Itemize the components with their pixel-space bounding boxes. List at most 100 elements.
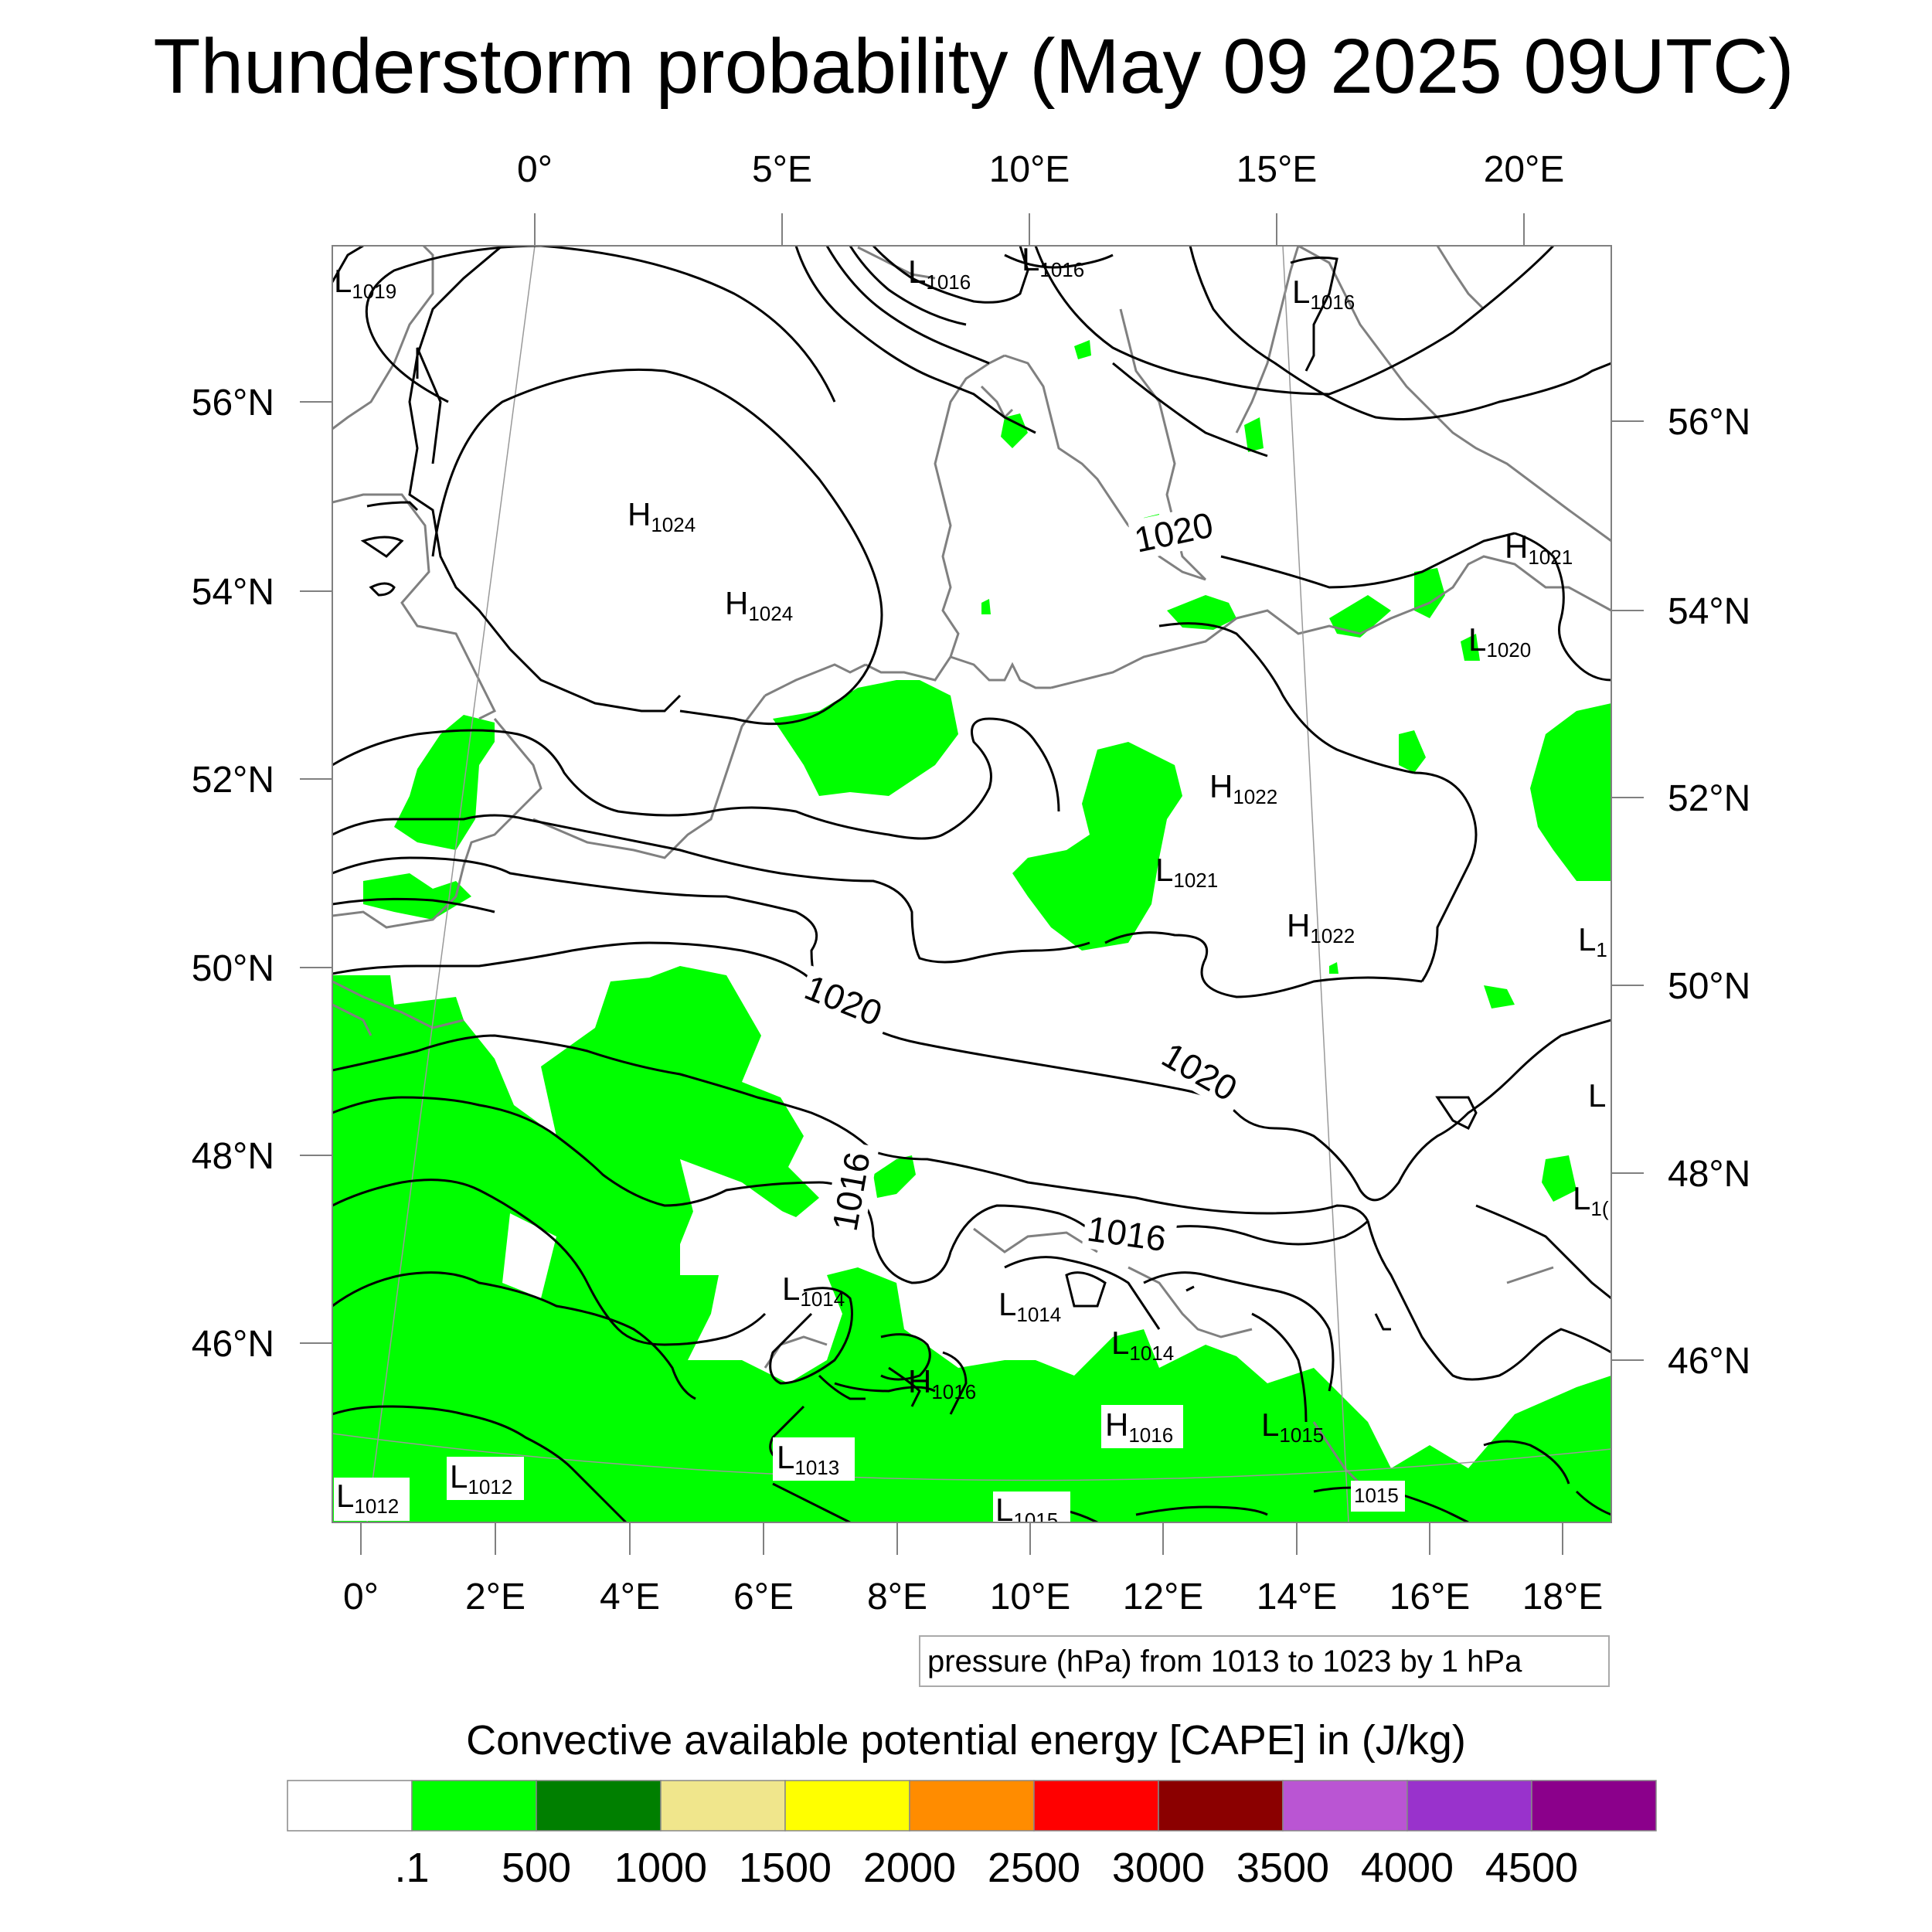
tick-label: 50°N: [1668, 966, 1750, 1007]
pressure-center: H1016: [908, 1363, 976, 1403]
svg-text:L1015: L1015: [995, 1492, 1058, 1532]
svg-text:L1014: L1014: [998, 1286, 1061, 1326]
pressure-center: H1024: [628, 496, 696, 536]
tick-label: 16°E: [1389, 1577, 1471, 1617]
svg-text:L1(: L1(: [1573, 1180, 1609, 1220]
svg-text:H1016: H1016: [908, 1363, 976, 1403]
svg-text:L1013: L1013: [777, 1439, 839, 1479]
colorbar-label: 4500: [1485, 1845, 1578, 1891]
right-latitude-labels: 56°N 54°N 52°N 50°N 48°N 46°N: [1668, 402, 1750, 1382]
pressure-center: L1016: [1292, 274, 1355, 314]
svg-text:H1024: H1024: [725, 585, 793, 625]
colorbar-label: .1: [394, 1845, 429, 1891]
colorbar-label: 1500: [739, 1845, 832, 1891]
tick-label: 2°E: [465, 1577, 526, 1617]
colorbar-label: 2500: [988, 1845, 1080, 1891]
tick-label: 56°N: [1668, 402, 1750, 443]
pressure-center: L1020: [1468, 621, 1531, 662]
pressure-center: L1012: [450, 1458, 512, 1498]
pressure-info-text: pressure (hPa) from 1013 to 1023 by 1 hP…: [927, 1645, 1522, 1679]
svg-text:L1016: L1016: [908, 253, 971, 294]
graticule: [332, 246, 1611, 1522]
isobars: [332, 246, 1611, 1522]
pressure-center: H1022: [1287, 907, 1355, 947]
page-title: Thunderstorm probability (May 09 2025 09…: [153, 23, 1794, 110]
bottom-longitude-labels: 0° 2°E 4°E 6°E 8°E 10°E 12°E 14°E 16°E 1…: [343, 1577, 1603, 1617]
pressure-center: L1016: [1022, 241, 1084, 281]
colorbar-swatch: [287, 1780, 413, 1832]
pressure-center: L1021: [1155, 852, 1218, 892]
tick-label: 5°E: [752, 149, 812, 190]
colorbar-label: 500: [502, 1845, 571, 1891]
pressure-center: H1024: [725, 585, 793, 625]
tick-label: 0°: [517, 149, 553, 190]
colorbar-label: 1000: [614, 1845, 707, 1891]
pressure-center: 1015: [1354, 1484, 1399, 1507]
svg-text:H1024: H1024: [628, 496, 696, 536]
colorbar-title: Convective available potential energy [C…: [466, 1717, 1466, 1764]
svg-text:L1012: L1012: [450, 1458, 512, 1498]
svg-text:H1022: H1022: [1209, 768, 1277, 808]
svg-text:H1016: H1016: [1105, 1406, 1173, 1447]
tick-label: 15°E: [1236, 149, 1318, 190]
tick-label: 50°N: [192, 948, 274, 989]
colorbar-labels: .1 500 1000 1500 2000 2500 3000 3500 4000 4500: [394, 1845, 1578, 1891]
tick-label: 56°N: [192, 383, 274, 423]
svg-text:L1016: L1016: [1022, 241, 1084, 281]
colorbar-label: 3000: [1112, 1845, 1205, 1891]
colorbar-swatches: [287, 1780, 1657, 1832]
svg-text:L1016: L1016: [1292, 274, 1355, 314]
pressure-center: H1021: [1505, 529, 1573, 569]
tick-label: 20°E: [1484, 149, 1565, 190]
svg-text:L1012: L1012: [336, 1478, 399, 1518]
svg-text:L1015: L1015: [1261, 1406, 1324, 1447]
cape-regions: [332, 340, 1611, 1522]
colorbar-swatch: [1158, 1780, 1284, 1832]
tick-label: 12°E: [1123, 1577, 1204, 1617]
pressure-center: H1022: [1209, 768, 1277, 808]
pressure-center: L1019: [334, 263, 396, 303]
colorbar-label: 3500: [1236, 1845, 1329, 1891]
tick-label: 10°E: [990, 1577, 1071, 1617]
pressure-center: L1014: [998, 1286, 1061, 1326]
colorbar-swatch: [1406, 1780, 1532, 1832]
svg-text:L1019: L1019: [334, 263, 396, 303]
pressure-center: L1015: [1261, 1406, 1324, 1447]
axis-ticks: [300, 213, 1644, 1555]
tick-label: 10°E: [989, 149, 1070, 190]
tick-label: 8°E: [867, 1577, 927, 1617]
colorbar-swatch: [1033, 1780, 1159, 1832]
pressure-info-box: pressure (hPa) from 1013 to 1023 by 1 hP…: [919, 1635, 1610, 1687]
colorbar-label: 2000: [863, 1845, 956, 1891]
colorbar-swatch: [909, 1780, 1035, 1832]
colorbar-swatch: [411, 1780, 537, 1832]
svg-text:L1021: L1021: [1155, 852, 1218, 892]
tick-label: 4°E: [600, 1577, 660, 1617]
pressure-center: L1013: [777, 1439, 839, 1479]
svg-text:1015: 1015: [1354, 1484, 1399, 1507]
pressure-center: L1(: [1573, 1180, 1609, 1220]
pressure-center-labels: L1019 L1016 L1016 L1016 H1024 H1024 H102…: [334, 241, 1609, 1532]
colorbar-swatch: [1282, 1780, 1408, 1832]
left-latitude-labels: 56°N 54°N 52°N 50°N 48°N 46°N: [192, 383, 274, 1365]
pressure-center: L: [1588, 1077, 1606, 1114]
colorbar-swatch: [536, 1780, 662, 1832]
svg-text:L1020: L1020: [1468, 621, 1531, 662]
svg-text:L1014: L1014: [782, 1270, 845, 1311]
tick-label: 0°: [343, 1577, 379, 1617]
map-area: L1019 L1016 L1016 L1016 H1024 H1024 H102…: [332, 241, 1611, 1532]
svg-text:L: L: [1588, 1077, 1606, 1114]
pressure-center: L1014: [1111, 1325, 1174, 1365]
pressure-center: L1014: [782, 1270, 845, 1311]
tick-label: 48°N: [192, 1136, 274, 1177]
pressure-center: L1012: [336, 1478, 399, 1518]
tick-label: 52°N: [1668, 778, 1750, 819]
colorbar-swatch: [1531, 1780, 1657, 1832]
colorbar-swatch: [660, 1780, 786, 1832]
map-frame: [332, 245, 1612, 1523]
coastlines: [332, 246, 1611, 1501]
tick-label: 46°N: [1668, 1341, 1750, 1382]
svg-text:H1022: H1022: [1287, 907, 1355, 947]
tick-label: 52°N: [192, 760, 274, 801]
